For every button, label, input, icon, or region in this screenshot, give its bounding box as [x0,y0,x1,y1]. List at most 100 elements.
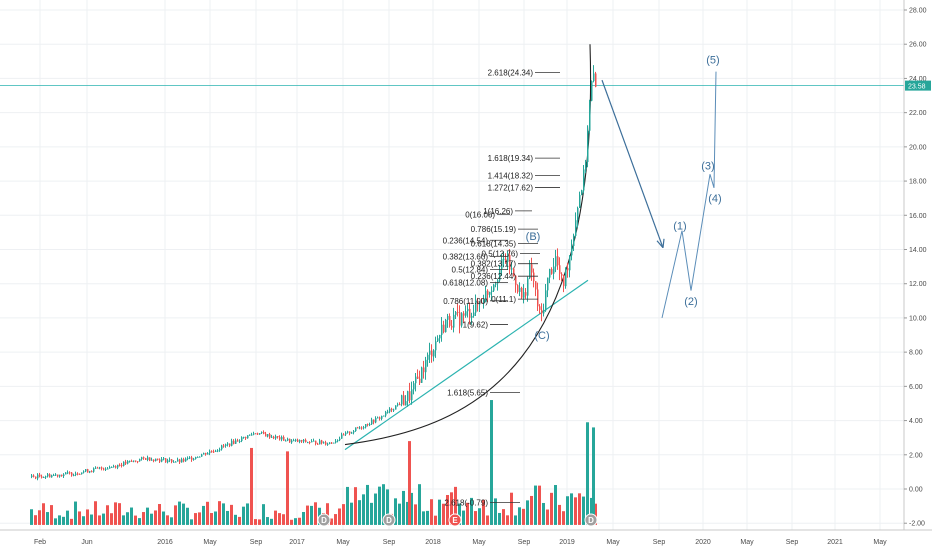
candle-body [391,408,393,411]
candle-body [551,269,553,274]
candle-body [549,269,551,278]
y-tick-label: 4.00 [909,418,923,425]
candle-body [525,292,527,296]
candle-body [379,417,381,419]
volume-bar [182,503,185,525]
y-tick-label: 22.00 [909,110,927,117]
volume-bar [374,493,377,525]
volume-bar [406,501,409,525]
x-tick-label: May [740,539,754,546]
candle-body [521,287,523,298]
fib-label: 1.618(19.34) [488,154,534,163]
volume-bar [42,503,45,525]
volume-bar [282,514,285,525]
candle-body [545,290,547,311]
candle-body [543,310,545,314]
candle-body [159,459,161,462]
candle-body [185,458,187,462]
volume-bar [366,484,369,525]
candle-body [87,469,89,473]
volume-bar [434,515,437,525]
x-tick-label: May [606,539,620,546]
volume-bar [174,505,177,525]
volume-bar [578,493,581,525]
volume-bar [526,500,529,525]
fib-label: 0.236(14.54) [443,236,489,245]
candle-body [519,287,521,292]
volume-bar [354,487,357,525]
volume-bar [566,496,569,525]
volume-bar [454,486,457,525]
volume-bar [586,422,589,525]
volume-bar [298,517,301,525]
event-label: D [321,516,327,525]
candle-body [51,475,53,478]
candle-body [257,433,259,435]
x-tick-label: Sep [653,539,666,546]
volume-bar [306,505,309,525]
volume-bar [74,501,77,525]
candle-body [43,476,45,478]
candle-body [63,474,65,477]
volume-bar [490,400,493,525]
volume-bar [230,504,233,525]
x-tick-label: May [336,539,350,546]
volume-bar [430,499,433,525]
candle-body [445,319,447,333]
volume-bar [426,510,429,525]
candle-body [225,444,227,446]
candle-body [39,474,41,477]
candle-body [93,468,95,472]
volume-bar [154,510,157,525]
event-label: D [588,516,594,525]
candle-body [461,313,463,326]
fib-label: 0(11.1) [491,295,516,304]
candle-body [389,408,391,412]
candle-body [585,162,587,170]
x-tick-label: Jun [81,539,92,546]
volume-bar [262,504,265,525]
candle-body [107,468,109,470]
volume-bar [570,493,573,525]
candle-body [97,467,99,469]
candle-body [381,415,383,419]
wave-label: (1) [673,221,686,233]
last-price-label: 23.58 [908,84,926,91]
trend-lines [0,44,904,451]
volume-bar [58,515,61,525]
candle-body [177,459,179,462]
candle-body [569,255,571,271]
x-tick-label: Sep [786,539,799,546]
candle-body [305,439,307,443]
candle-body [285,440,287,442]
candle-body [71,472,73,476]
volume-bar [538,485,541,525]
candle-body [399,404,401,406]
candle-body [211,451,213,453]
volume-bar [158,504,161,525]
candle-body [267,434,269,437]
candle-body [429,350,431,355]
candle-body [407,391,409,402]
candle-body [169,459,171,461]
volume-bar [266,517,269,525]
candle-body [347,431,349,433]
candle-body [359,427,361,429]
candle-body [165,458,167,463]
candle-body [281,436,283,440]
candle-body [555,256,557,267]
candle-body [113,466,115,468]
volume-bar [162,511,165,525]
candle-body [573,235,575,247]
candle-body [437,338,439,342]
fib-label: 1.618(5.65) [447,388,488,397]
candle-body [401,395,403,405]
volume-bar [510,492,513,525]
x-tick-label: Sep [383,539,396,546]
volume-bar [594,503,597,525]
candle-body [293,440,295,442]
candle-body [533,272,535,282]
event-marker [317,513,331,527]
